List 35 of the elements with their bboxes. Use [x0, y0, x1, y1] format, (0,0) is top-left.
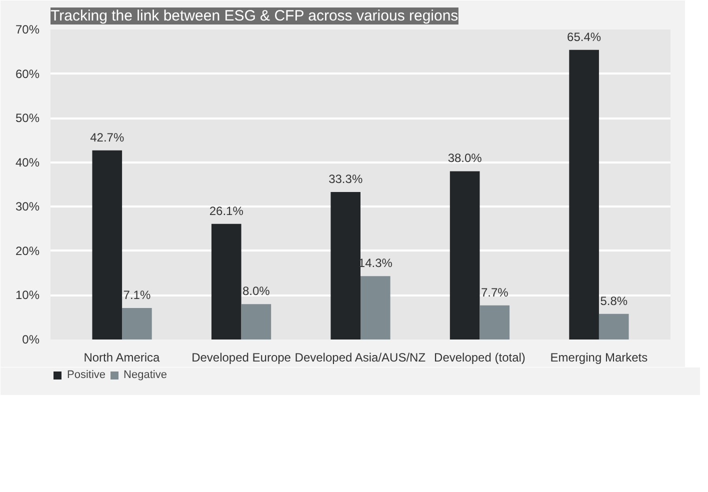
x-tick-label: Developed (total) — [434, 350, 526, 364]
y-tick-label: 30% — [15, 200, 40, 214]
data-label: 7.1% — [123, 288, 151, 302]
data-label: 65.4% — [567, 30, 602, 44]
x-tick-label: Developed Asia/AUS/NZ — [294, 350, 426, 364]
y-tick-label: 40% — [15, 155, 40, 170]
data-label: 33.3% — [328, 172, 363, 186]
x-tick-label: Developed Europe — [192, 350, 292, 364]
bar — [241, 304, 272, 340]
data-label: 42.7% — [90, 130, 124, 144]
data-label: 7.7% — [480, 285, 509, 300]
y-tick-label: 20% — [15, 244, 40, 258]
bar — [122, 308, 152, 340]
bar — [211, 224, 242, 340]
bar — [360, 276, 390, 340]
y-tick-label: 10% — [15, 288, 40, 302]
data-label: 38.0% — [448, 151, 482, 166]
bar — [480, 305, 510, 340]
data-label: 8.0% — [242, 284, 270, 298]
bar — [330, 192, 360, 340]
y-tick-label: 70% — [15, 22, 40, 36]
bar — [92, 150, 122, 340]
bar — [569, 50, 599, 340]
bar — [598, 314, 629, 340]
y-tick-label: 0% — [22, 332, 40, 346]
x-tick-label: Emerging Markets — [550, 350, 648, 364]
data-label: 5.8% — [600, 294, 628, 308]
legend-label: Negative — [124, 369, 167, 381]
y-tick-label: 50% — [15, 111, 40, 126]
legend-label: Positive — [67, 369, 106, 381]
x-tick-label: North America — [84, 350, 160, 364]
chart-title: Tracking the link between ESG & CFP across various regions — [50, 8, 458, 24]
bar — [450, 171, 480, 340]
y-tick-label: 60% — [15, 66, 40, 81]
data-label: 26.1% — [209, 204, 244, 218]
